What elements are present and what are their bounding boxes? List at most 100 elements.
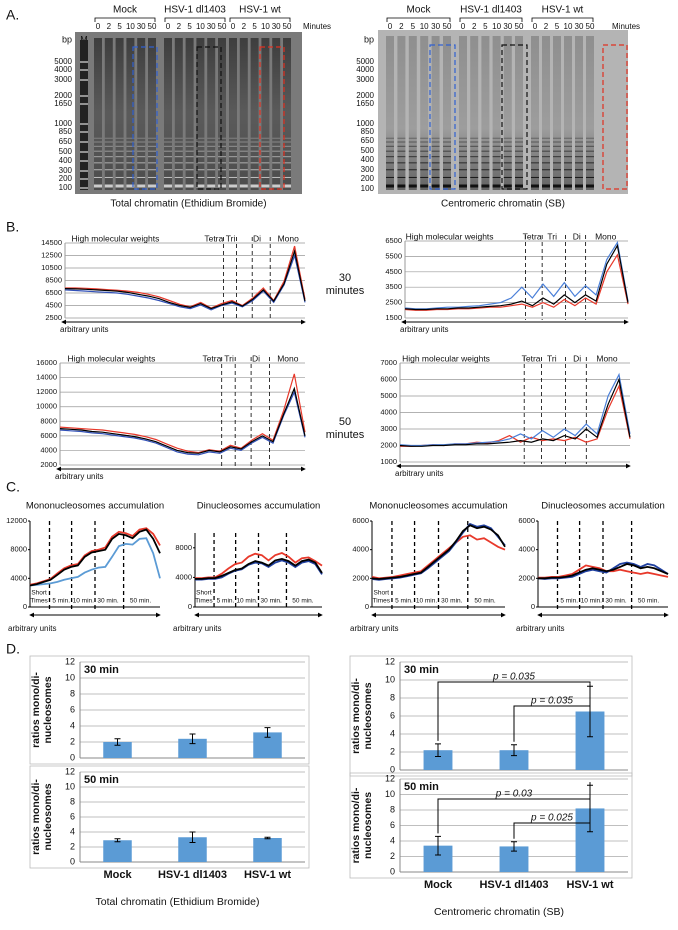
p-value: p = 0.025 (530, 813, 573, 824)
gel-lane (126, 38, 135, 190)
time-label: minutes (326, 429, 365, 441)
lane-label: 5 (411, 22, 416, 31)
highlight-box (132, 46, 158, 190)
gel-lane (283, 38, 291, 190)
bp-label: 500 (59, 147, 73, 156)
chart-caption: Centromeric chromatin (SB) (434, 906, 564, 918)
error-bar (435, 835, 441, 856)
y-tick-label: 10 (385, 789, 395, 799)
region-label: 5 min. (395, 598, 413, 605)
bp-label: 850 (59, 127, 73, 136)
region-label: Di (252, 353, 260, 363)
x-tick-label: Mock (103, 869, 132, 881)
region-label: 5 min. (560, 598, 578, 605)
group-label: HSV-1 wt (542, 5, 584, 16)
region-label: Tetra (202, 353, 221, 363)
lane-label: 0 (166, 22, 171, 31)
y-tick-label: 6000 (518, 516, 535, 525)
y-axis-label-line: ratios mono/di- (30, 672, 42, 748)
y-tick-label: 0 (390, 764, 395, 774)
data-line (399, 372, 631, 447)
region-label: Tetra (523, 231, 542, 241)
region-label: 10 min. (236, 598, 258, 605)
chart-title: Mononucleosomes accumulation (26, 501, 164, 512)
x-axis-label: arbitrary units (55, 472, 103, 481)
bp-label: 650 (59, 137, 73, 146)
bp-label: 1650 (356, 99, 374, 108)
data-line (195, 552, 323, 579)
lane-label: 2 (472, 22, 477, 31)
lane-label: 10 (126, 22, 135, 31)
region-label: Times (195, 598, 213, 605)
lane-label: 30 (503, 22, 512, 31)
region-label: 30 min. (605, 598, 627, 605)
y-tick-label: 5000 (380, 391, 397, 400)
x-axis-label: arbitrary units (350, 624, 398, 633)
gel-lane (104, 38, 113, 190)
group-bracket (164, 17, 226, 22)
marker-lane (80, 40, 88, 190)
y-tick-label: 8000 (10, 545, 27, 554)
gel-lane (272, 38, 281, 190)
gel-lane (94, 38, 102, 190)
highlight-box (196, 46, 222, 190)
y-tick-label: 12 (65, 656, 75, 666)
y-tick-label: 4 (70, 720, 75, 730)
y-tick-label: 1500 (385, 313, 402, 322)
y-tick-label: 6 (390, 710, 395, 720)
gel-lane (397, 36, 406, 190)
gel-lane (185, 38, 194, 190)
highlight-box (259, 46, 285, 190)
group-bracket (386, 17, 451, 22)
region-label: Mono (277, 353, 299, 363)
lane-label: 5 (187, 22, 192, 31)
y-tick-label: 10 (385, 674, 395, 684)
bp-label: 4000 (356, 65, 374, 74)
bp-label: 850 (361, 127, 375, 136)
significance-bracket (513, 782, 591, 839)
data-line (404, 243, 629, 311)
x-axis-label: arbitrary units (60, 325, 108, 334)
time-label: 30 (339, 272, 351, 284)
x-axis-label: arbitrary units (8, 624, 56, 633)
gel-lane (218, 38, 226, 190)
data-line (404, 253, 629, 311)
unit-label: Minutes (303, 22, 331, 31)
lane-label: 5 (252, 22, 257, 31)
y-axis-label: ratios mono/di-nucleosomes (350, 787, 374, 863)
y-tick-label: 4 (390, 835, 395, 845)
region-label: 50 min. (292, 598, 314, 605)
gel-lane (575, 36, 583, 190)
gel-lane (408, 36, 417, 190)
region-label: Di (253, 233, 261, 243)
gel-lane (503, 36, 512, 190)
group-label: Mock (113, 5, 138, 16)
panel-label: A. (6, 7, 19, 23)
y-tick-label: 0 (390, 866, 395, 876)
lane-label: 50 (148, 22, 157, 31)
y-tick-label: 0 (70, 856, 75, 866)
region-label: 30 min. (441, 598, 463, 605)
x-tick-label: Mock (424, 879, 453, 891)
lane-label: 0 (533, 22, 538, 31)
data-line (400, 384, 631, 447)
chart-caption: Total chromatin (Ethidium Bromide) (96, 896, 260, 908)
y-tick-label: 10 (65, 672, 75, 682)
data-line (404, 240, 629, 310)
error-bar (114, 838, 121, 843)
lane-label: 2 (107, 22, 112, 31)
bp-header: bp (62, 34, 72, 44)
region-label: High molecular weights (402, 353, 490, 363)
region-label: 30 min. (261, 598, 283, 605)
y-tick-label: 4000 (352, 545, 369, 554)
chart-title: Dinucleosomes accumulation (197, 501, 321, 512)
y-tick-label: 0 (531, 602, 535, 611)
data-line (59, 390, 306, 456)
error-bar (264, 836, 271, 840)
lane-label: 10 (261, 22, 270, 31)
x-axis-label: arbitrary units (516, 624, 564, 633)
p-value: p = 0.03 (495, 789, 533, 800)
y-tick-label: 0 (70, 752, 75, 762)
region-label: Tri (547, 231, 557, 241)
